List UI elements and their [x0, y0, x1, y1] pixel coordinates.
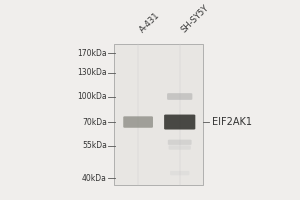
FancyBboxPatch shape [169, 145, 191, 150]
Text: EIF2AK1: EIF2AK1 [212, 117, 252, 127]
Text: 170kDa: 170kDa [77, 49, 107, 58]
Text: 40kDa: 40kDa [82, 174, 107, 183]
Text: A-431: A-431 [138, 10, 162, 34]
FancyBboxPatch shape [123, 116, 153, 128]
Text: 70kDa: 70kDa [82, 118, 107, 127]
FancyBboxPatch shape [170, 171, 189, 175]
Text: SH-SY5Y: SH-SY5Y [180, 3, 211, 34]
FancyBboxPatch shape [167, 93, 192, 100]
Text: 130kDa: 130kDa [77, 68, 107, 77]
FancyBboxPatch shape [168, 140, 192, 145]
Text: 100kDa: 100kDa [77, 92, 107, 101]
Text: 55kDa: 55kDa [82, 141, 107, 150]
FancyBboxPatch shape [114, 44, 203, 185]
FancyBboxPatch shape [164, 115, 195, 130]
